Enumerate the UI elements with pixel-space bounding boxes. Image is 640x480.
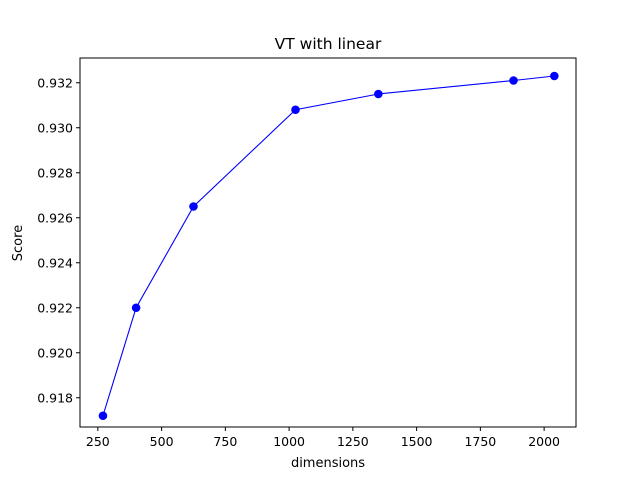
y-tick-label: 0.920: [37, 345, 73, 360]
y-tick-label: 0.922: [37, 300, 73, 315]
data-point: [550, 71, 559, 81]
x-tick-label: 500: [150, 434, 174, 449]
x-tick-label: 1000: [273, 434, 305, 449]
y-tick-label: 0.918: [37, 390, 73, 405]
x-tick-label: 1750: [464, 434, 496, 449]
x-tick-label: 1500: [401, 434, 433, 449]
y-axis-label: Score: [11, 225, 26, 261]
data-point: [291, 105, 300, 115]
axes-frame: [79, 57, 577, 428]
data-point: [98, 411, 108, 421]
data-point: [131, 303, 141, 313]
plot-area: [98, 71, 559, 421]
chart-title: VT with linear: [275, 35, 382, 53]
x-axis-ticks: 250 500 750 1000 1250 1500 1750 2000: [86, 427, 560, 449]
data-point: [189, 202, 198, 211]
y-tick-label: 0.926: [37, 210, 73, 225]
x-tick-label: 2000: [528, 434, 560, 449]
y-tick-label: 0.932: [37, 75, 73, 90]
data-point: [374, 89, 383, 99]
x-tick-label: 1250: [337, 434, 369, 449]
x-axis-label: dimensions: [291, 456, 365, 471]
y-axis-ticks: 0.918 0.920 0.922 0.924 0.926 0.928 0.930 0.932: [37, 75, 80, 405]
y-tick-label: 0.924: [37, 255, 73, 270]
x-tick-label: 250: [86, 434, 110, 449]
x-tick-label: 750: [213, 434, 237, 449]
y-tick-label: 0.930: [37, 120, 73, 135]
data-point: [509, 76, 518, 85]
y-tick-label: 0.928: [37, 165, 73, 180]
